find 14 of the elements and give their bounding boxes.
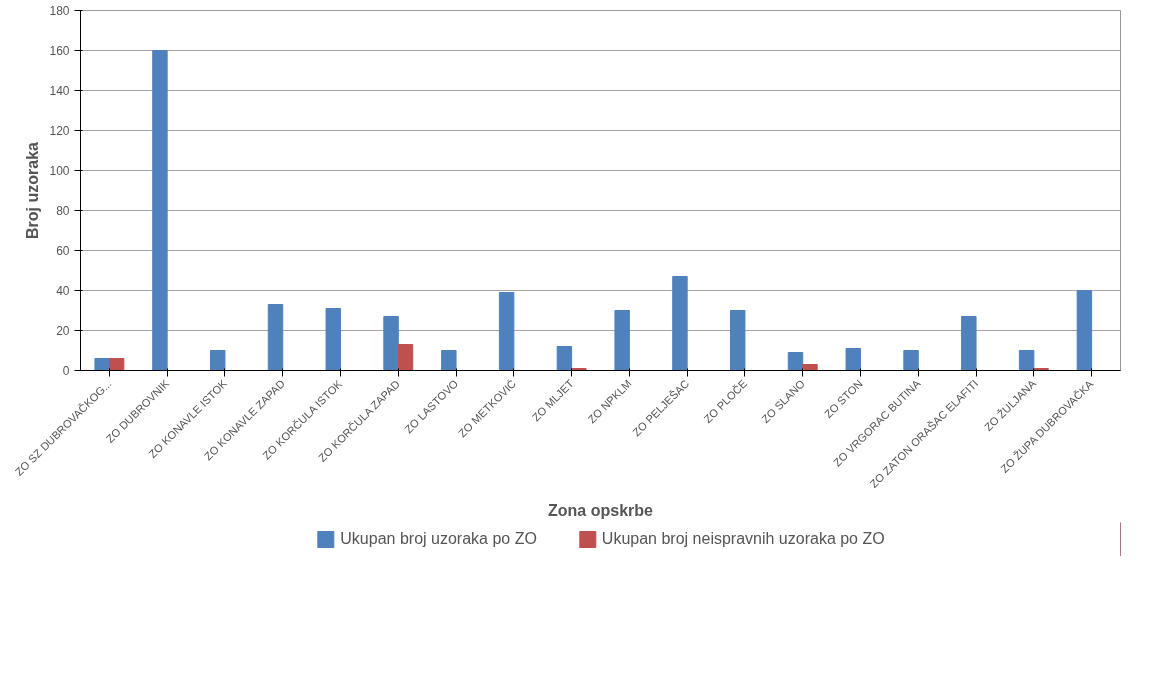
- y-tick-label: 180: [49, 4, 70, 18]
- x-axis-title: Zona opskrbe: [548, 502, 654, 520]
- y-tick-label: 140: [49, 84, 70, 98]
- y-tick-label: 40: [56, 284, 70, 298]
- y-tick-label: 80: [56, 204, 70, 218]
- legend-label: Ukupan broj neispravnih uzoraka po ZO: [601, 530, 885, 548]
- y-tick-label: 0: [62, 364, 70, 378]
- y-tick-label: 160: [49, 44, 70, 58]
- y-tick-label: 20: [56, 324, 70, 338]
- y-tick-label: 120: [49, 124, 70, 138]
- y-tick-label: 100: [49, 164, 70, 178]
- y-tick-label: 60: [56, 244, 70, 258]
- legend-label: Ukupan broj uzoraka po ZO: [340, 530, 537, 548]
- y-axis-title: Broj uzoraka: [24, 141, 42, 239]
